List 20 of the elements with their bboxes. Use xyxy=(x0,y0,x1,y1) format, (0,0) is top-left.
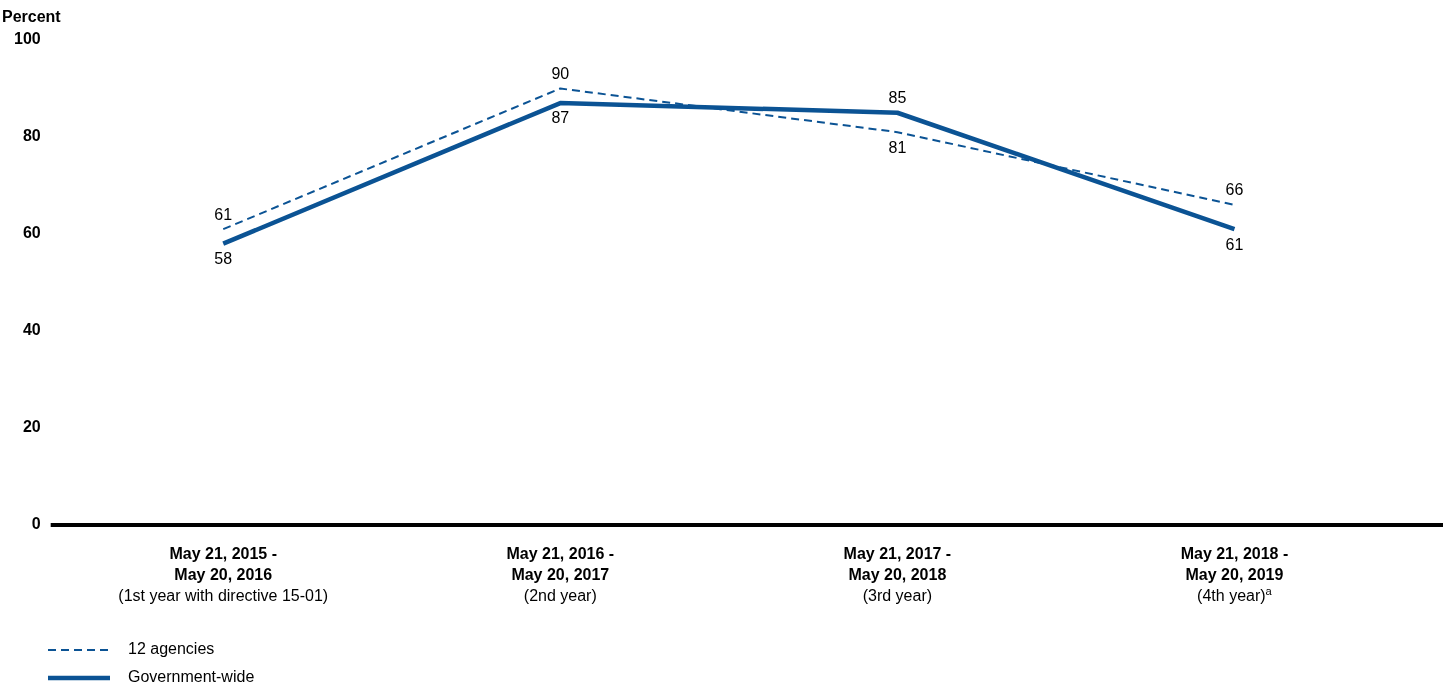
data-label: 85 xyxy=(888,89,907,107)
data-label: 81 xyxy=(888,138,907,156)
data-label: 61 xyxy=(1225,235,1244,253)
data-label: 66 xyxy=(1225,181,1244,199)
y-tick-label: 0 xyxy=(31,515,41,533)
y-tick-label: 100 xyxy=(13,30,41,48)
legend-label: Government-wide xyxy=(128,668,255,686)
y-axis-title: Percent xyxy=(2,8,62,25)
x-tick-label: May 21, 2015 - May 20, 2016 (1st year with directive 15-01) xyxy=(118,545,329,604)
y-tick-label: 60 xyxy=(22,224,41,242)
y-tick-label: 20 xyxy=(22,418,41,436)
y-tick-label: 40 xyxy=(22,321,41,339)
data-label: 90 xyxy=(551,64,570,82)
data-label: 58 xyxy=(214,250,233,268)
x-tick-label: May 21, 2016 - May 20, 2017 (2nd year) xyxy=(506,545,615,604)
y-tick-label: 80 xyxy=(22,127,41,145)
data-label: 61 xyxy=(214,205,233,223)
data-label: 87 xyxy=(551,109,570,127)
x-tick-label: May 21, 2017 - May 20, 2018 (3rd year) xyxy=(843,545,952,604)
legend-label: 12 agencies xyxy=(128,640,215,658)
